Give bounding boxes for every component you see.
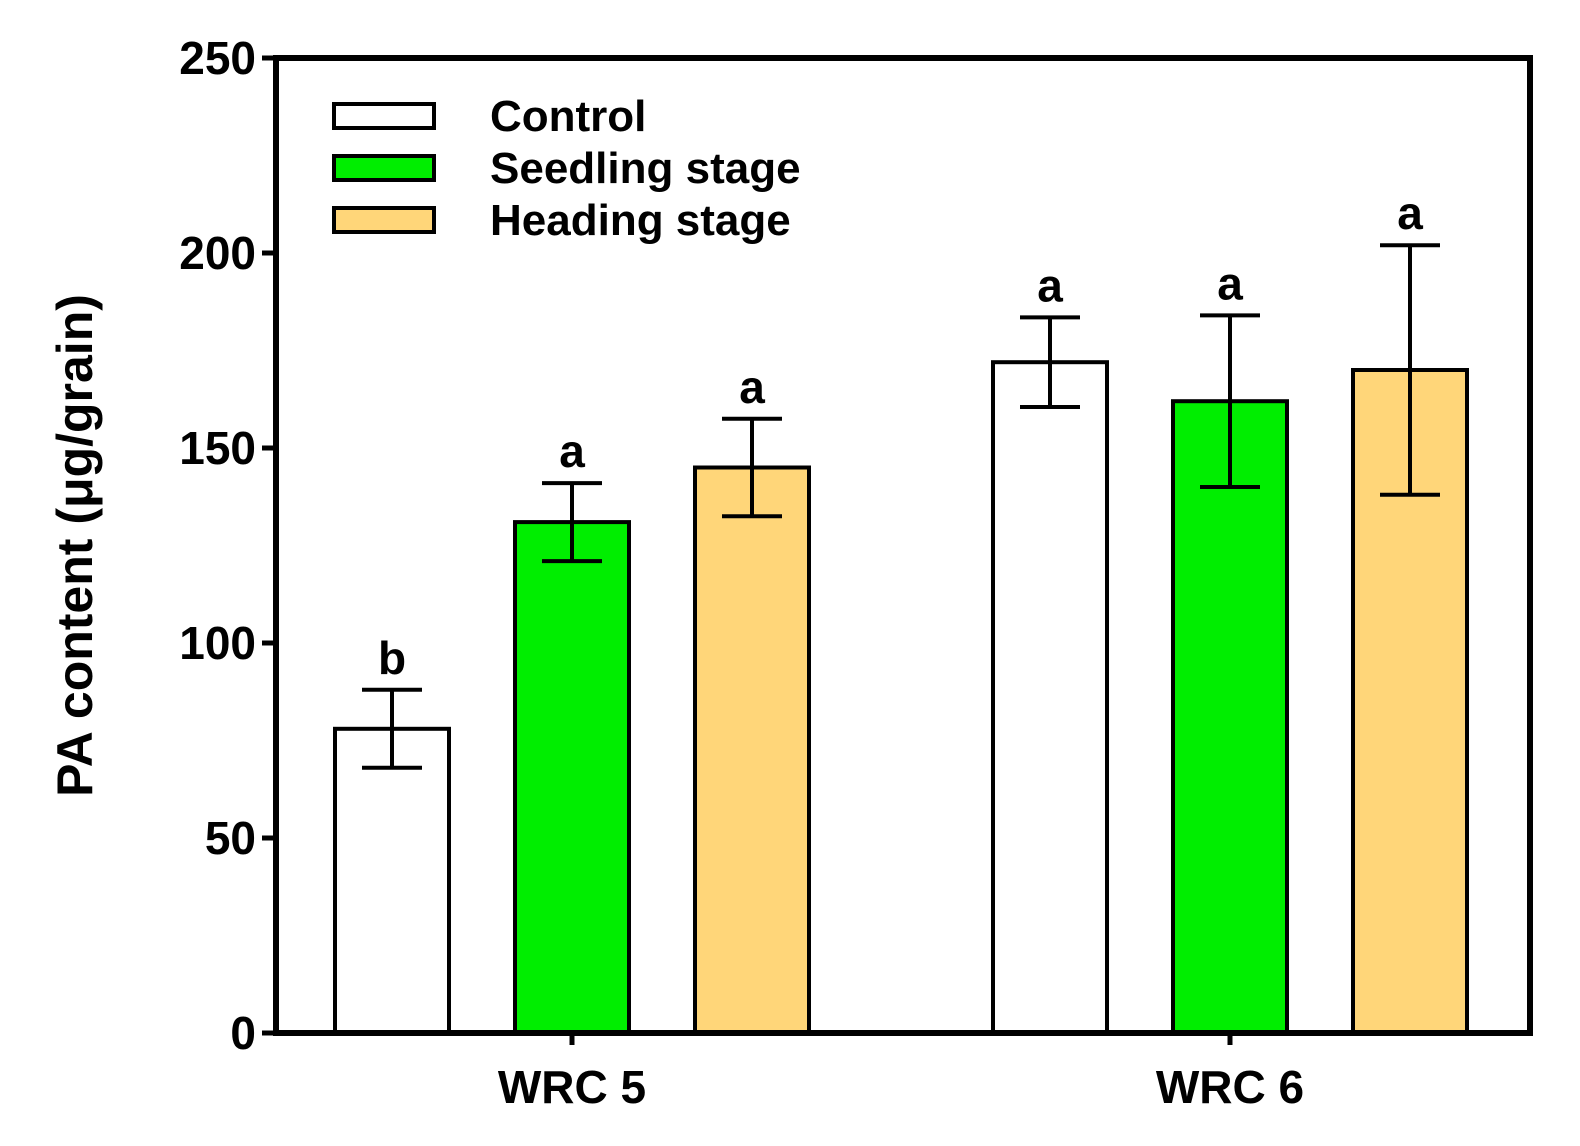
bar-control-wrc-6 xyxy=(991,360,1109,1035)
legend-label: Control xyxy=(490,92,646,141)
bar-seedling-stage-wrc-5 xyxy=(513,520,631,1035)
y-axis-ticks: 0 50 100 150 200 250 xyxy=(179,32,276,1059)
significance-letter: b xyxy=(378,632,406,684)
y-tick-label: 0 xyxy=(230,1007,256,1059)
legend-swatch xyxy=(332,206,436,234)
bar-heading-stage-wrc-5 xyxy=(693,465,811,1035)
plot-frame xyxy=(273,55,1533,1036)
x-axis-ticks: WRC 5 WRC 6 xyxy=(498,1033,1304,1113)
y-tick-label: 250 xyxy=(179,32,256,84)
bars-layer xyxy=(333,360,1469,1035)
y-tick-label: 100 xyxy=(179,617,256,669)
legend-swatch xyxy=(332,154,436,182)
y-tick-label: 50 xyxy=(205,812,256,864)
significance-letter: a xyxy=(1217,257,1243,309)
x-tick-label: WRC 6 xyxy=(1156,1061,1304,1113)
bar-seedling-stage-wrc-6 xyxy=(1171,399,1289,1035)
y-axis-title: PA content (μg/grain) xyxy=(47,294,103,797)
significance-letters-layer: b a a a a a xyxy=(378,187,1423,684)
legend-label: Seedling stage xyxy=(490,144,801,193)
significance-letter: a xyxy=(739,361,765,413)
error-bars-layer xyxy=(362,243,1440,770)
bar-control-wrc-5 xyxy=(333,726,451,1035)
legend-swatch xyxy=(332,102,436,130)
legend-label: Heading stage xyxy=(490,196,791,245)
y-tick-label: 150 xyxy=(179,422,256,474)
significance-letter: a xyxy=(1037,259,1063,311)
x-tick-label: WRC 5 xyxy=(498,1061,646,1113)
y-tick-label: 200 xyxy=(179,227,256,279)
significance-letter: a xyxy=(1397,187,1423,239)
significance-letter: a xyxy=(559,425,585,477)
